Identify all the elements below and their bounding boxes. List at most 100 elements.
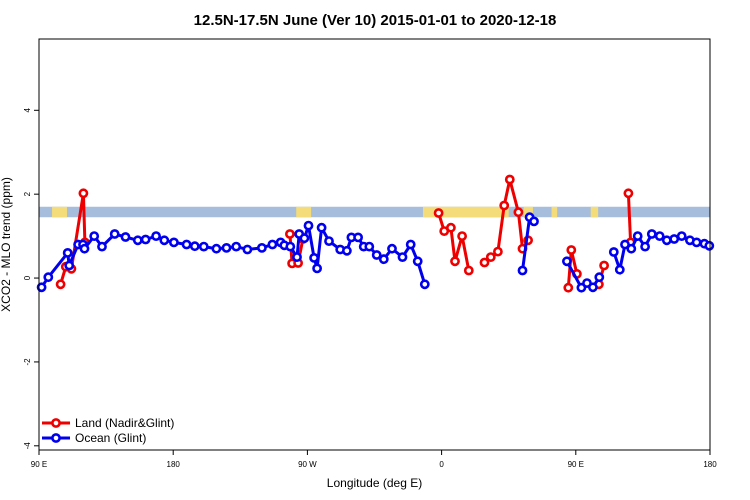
data-point <box>504 174 515 185</box>
land-span-2 <box>422 206 509 218</box>
chart-title: 12.5N-17.5N June (Ver 10) 2015-01-01 to … <box>194 12 557 29</box>
data-point <box>109 229 120 239</box>
data-point <box>623 188 634 199</box>
data-point <box>36 282 47 293</box>
data-point <box>620 239 630 250</box>
land-span-1 <box>296 206 312 218</box>
data-point <box>387 243 397 254</box>
data-point <box>594 272 605 283</box>
series-line <box>626 193 633 243</box>
data-point <box>198 241 209 252</box>
land-span-0 <box>52 206 67 218</box>
x-axis-label: Longitude (deg E) <box>327 476 422 490</box>
data-point <box>168 237 179 248</box>
x-tick-label: 90 E <box>568 460 584 469</box>
data-point <box>221 242 232 253</box>
data-point <box>457 231 467 241</box>
data-point <box>608 247 619 257</box>
data-point <box>312 263 322 274</box>
data-point <box>566 245 577 255</box>
data-point <box>43 272 54 283</box>
y-tick-label: -2 <box>23 358 32 366</box>
y-tick-label: -4 <box>23 442 32 450</box>
data-point <box>450 256 460 267</box>
data-point <box>140 234 151 245</box>
data-point <box>599 260 609 271</box>
data-point <box>79 243 90 254</box>
legend-entry: Ocean (Glint) <box>75 431 146 445</box>
data-point <box>132 235 143 246</box>
x-tick-label: 180 <box>167 460 181 469</box>
data-point <box>499 200 510 211</box>
data-point <box>419 279 430 290</box>
data-point <box>299 233 310 244</box>
legend: Land (Nadir&Glint)Ocean (Glint) <box>42 416 174 445</box>
data-point <box>309 252 319 263</box>
y-tick-label: 2 <box>23 191 32 196</box>
data-point <box>353 232 363 243</box>
data-point <box>661 235 672 246</box>
ocean-band <box>39 206 710 218</box>
data-point <box>433 208 444 218</box>
data-point <box>397 252 408 262</box>
data-point <box>231 241 242 252</box>
data-point <box>513 207 524 218</box>
data-point <box>588 282 598 293</box>
data-point <box>159 235 170 246</box>
series-0 <box>55 174 636 293</box>
data-point <box>341 245 352 256</box>
data-point <box>151 231 161 241</box>
y-tick-label: 4 <box>23 108 32 113</box>
data-point <box>211 243 222 254</box>
data-point <box>632 231 643 241</box>
y-axis: -4 -2 0 2 4 <box>23 108 39 450</box>
data-point <box>324 236 334 246</box>
legend-entry: Land (Nadir&Glint) <box>75 416 174 430</box>
x-axis: 90 E 180 90 W 0 90 E 180 <box>31 450 717 469</box>
data-point <box>485 252 496 262</box>
data-point <box>640 241 650 252</box>
x-tick-label: 0 <box>439 460 444 469</box>
data-point <box>479 257 490 268</box>
data-point <box>284 229 295 239</box>
data-point <box>303 220 314 231</box>
data-point <box>242 244 253 255</box>
data-point <box>563 282 574 293</box>
x-tick-label: 180 <box>703 460 717 469</box>
data-point <box>256 242 267 253</box>
plot-frame <box>38 38 711 451</box>
land-span-5 <box>590 206 599 218</box>
data-point <box>669 234 680 244</box>
data-point <box>646 229 657 239</box>
data-point <box>89 231 100 241</box>
data-point <box>405 239 416 250</box>
x-tick-label: 90 E <box>31 460 47 469</box>
series-line <box>40 222 427 289</box>
y-tick-label: 0 <box>23 275 32 280</box>
plot-series <box>36 174 715 293</box>
data-point <box>529 216 539 227</box>
data-point <box>626 243 637 254</box>
data-point <box>412 256 423 267</box>
data-point <box>691 237 702 248</box>
data-point <box>614 264 625 275</box>
data-point <box>445 222 456 233</box>
data-point <box>181 239 192 250</box>
data-point <box>492 246 503 257</box>
data-point <box>78 188 89 199</box>
land-ocean-band <box>39 206 710 218</box>
data-point <box>371 250 382 260</box>
data-point <box>292 252 302 262</box>
data-point <box>316 222 327 233</box>
data-point <box>676 231 687 241</box>
data-point <box>517 265 528 276</box>
data-point <box>285 241 296 252</box>
data-point <box>120 232 131 242</box>
data-point <box>64 260 75 271</box>
x-tick-label: 90 W <box>298 460 317 469</box>
data-point <box>654 231 665 241</box>
legend-marker <box>51 418 61 428</box>
data-point <box>97 241 107 252</box>
data-point <box>267 239 278 250</box>
